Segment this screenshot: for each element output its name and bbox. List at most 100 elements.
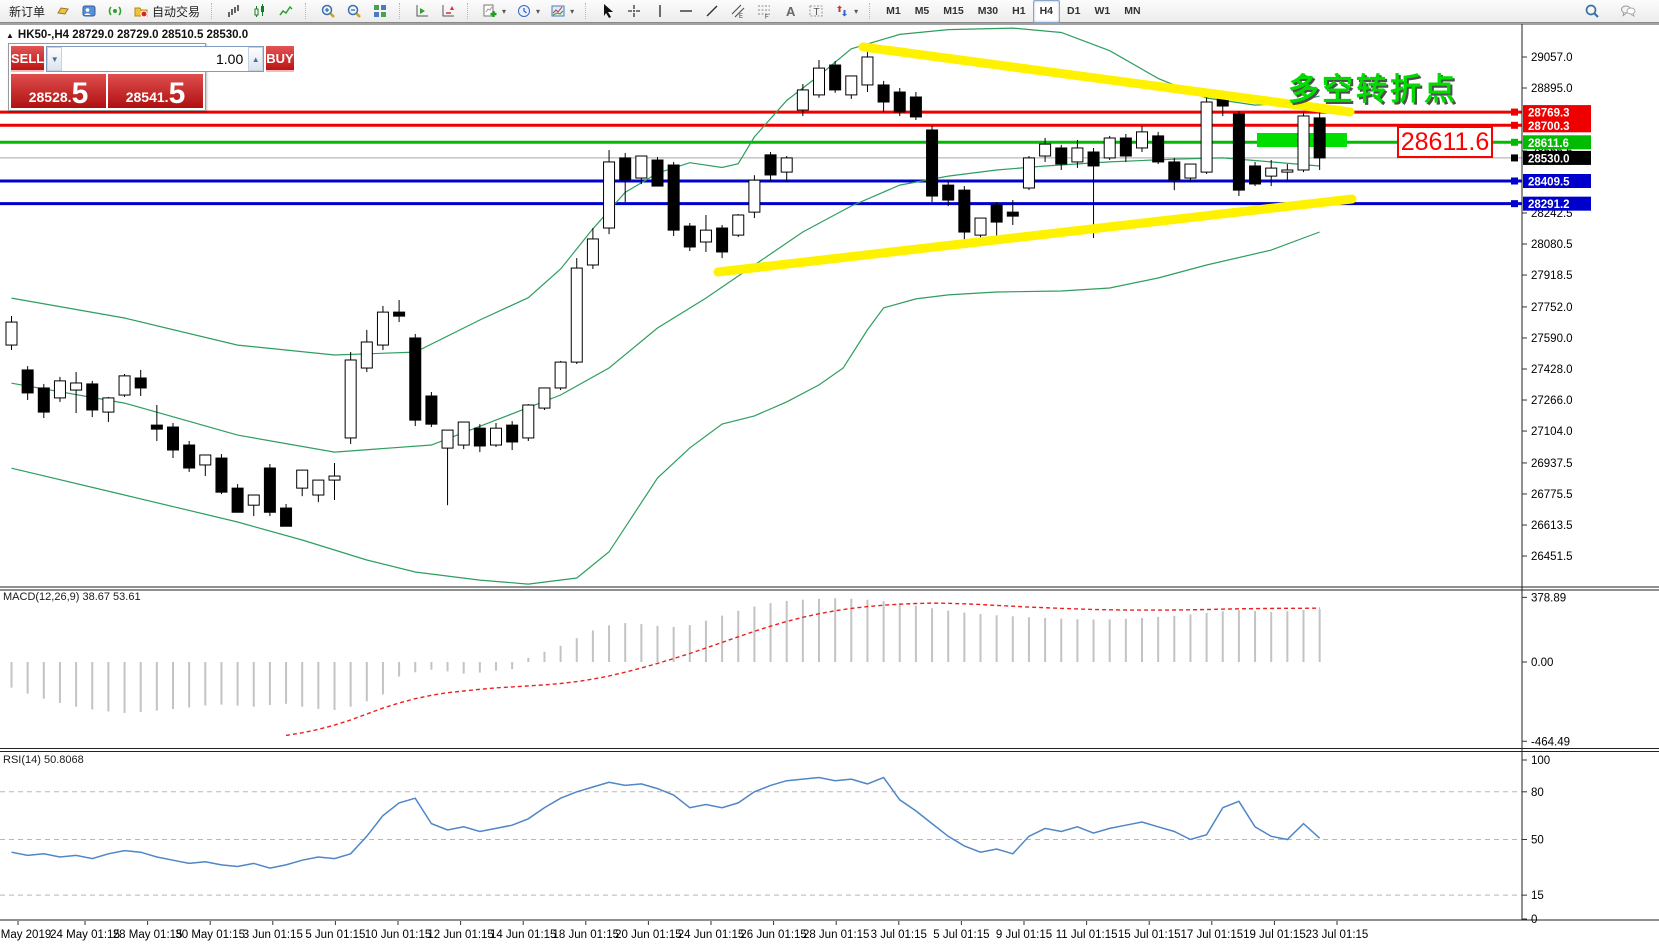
chat-icon: [1620, 3, 1636, 19]
cursor-button[interactable]: [595, 0, 621, 23]
timeframe-m15-button[interactable]: M15: [943, 5, 964, 17]
svg-text:26 Jun 01:15: 26 Jun 01:15: [740, 929, 807, 941]
svg-text:26937.5: 26937.5: [1531, 458, 1573, 470]
svg-text:27752.0: 27752.0: [1531, 302, 1573, 314]
text-button[interactable]: A: [777, 0, 803, 23]
gold-badge-button[interactable]: [50, 0, 76, 23]
timeframe-m1-button[interactable]: M1: [886, 5, 901, 17]
trendline-button[interactable]: [699, 0, 725, 23]
candle: [538, 387, 551, 409]
candle: [716, 227, 729, 253]
timeframe-m5-button[interactable]: M5: [914, 5, 930, 17]
vline-icon: [652, 3, 668, 19]
timeframe-w1-button[interactable]: W1: [1094, 5, 1111, 17]
dropdown-caret-icon[interactable]: ▾: [854, 6, 859, 16]
volume-increase-button[interactable]: ▲: [248, 47, 264, 71]
candle: [70, 382, 83, 391]
svg-text:9 Jul 01:15: 9 Jul 01:15: [996, 929, 1052, 941]
key-level-price-box[interactable]: 28611.6: [1397, 126, 1493, 158]
bar-chart-button[interactable]: [221, 0, 247, 23]
candle: [1200, 101, 1213, 173]
zoom-in-button[interactable]: [315, 0, 341, 23]
buy-price[interactable]: 28541. 5: [108, 74, 203, 109]
candle: [1087, 151, 1100, 167]
auto-scroll-button[interactable]: [435, 0, 461, 23]
timeframe-mn-button[interactable]: MN: [1124, 5, 1141, 17]
trend-lines[interactable]: [713, 42, 1357, 277]
candle: [845, 75, 858, 96]
toolbar-separator: [585, 3, 591, 19]
svg-text:3 Jul 01:15: 3 Jul 01:15: [871, 929, 927, 941]
svg-text:5 Jul 01:15: 5 Jul 01:15: [933, 929, 989, 941]
fibonacci-button[interactable]: F: [751, 0, 777, 23]
sell-price[interactable]: 28528. 5: [11, 74, 106, 109]
template-button[interactable]: ▾: [545, 0, 579, 23]
candle: [376, 311, 389, 346]
svg-text:27918.5: 27918.5: [1531, 270, 1573, 282]
svg-text:19 Jul 01:15: 19 Jul 01:15: [1243, 929, 1306, 941]
dropdown-caret-icon[interactable]: ▾: [536, 6, 541, 16]
tile-windows-button[interactable]: [367, 0, 393, 23]
tile-icon: [372, 3, 388, 19]
panel-collapse-icon[interactable]: ▲: [6, 30, 14, 40]
timeframe-h4-button[interactable]: H4: [1032, 0, 1061, 23]
new-chart-button[interactable]: ▾: [477, 0, 511, 23]
chat-button[interactable]: [1615, 0, 1641, 23]
candle: [522, 404, 535, 439]
candle: [37, 387, 50, 413]
svg-text:0.00: 0.00: [1531, 657, 1553, 669]
macd-axis[interactable]: 378.89 0.00 -464.49: [1522, 592, 1570, 748]
autotrade-button[interactable]: 自动交易: [128, 0, 205, 23]
vline-button[interactable]: [647, 0, 673, 23]
channel-button[interactable]: E: [725, 0, 751, 23]
svg-text:24 May 01:15: 24 May 01:15: [50, 929, 120, 941]
hline-icon: [678, 3, 694, 19]
periods-button[interactable]: ▾: [511, 0, 545, 23]
hline-button[interactable]: [673, 0, 699, 23]
volume-decrease-button[interactable]: ▼: [47, 47, 63, 71]
shapes-button[interactable]: ▾: [829, 0, 863, 23]
svg-text:12 Jun 01:15: 12 Jun 01:15: [427, 929, 494, 941]
svg-text:28 May 01:15: 28 May 01:15: [113, 929, 183, 941]
svg-text:24 Jun 01:15: 24 Jun 01:15: [678, 929, 745, 941]
rsi-axis[interactable]: 100 80 50 15 0: [1522, 755, 1550, 926]
dropdown-caret-icon[interactable]: ▾: [502, 6, 507, 16]
new-order-button[interactable]: 新订单: [4, 0, 50, 23]
sell-button[interactable]: SELL: [11, 46, 45, 72]
textA-icon: A: [782, 3, 798, 19]
chart-profile-button[interactable]: [76, 0, 102, 23]
timeframe-d1-button[interactable]: D1: [1067, 5, 1081, 17]
price-axis[interactable]: 29057.028895.028566.528242.528080.527918…: [1522, 52, 1573, 563]
label-button[interactable]: T: [803, 0, 829, 23]
svg-text:30 May 01:15: 30 May 01:15: [175, 929, 245, 941]
timeframe-h1-button[interactable]: H1: [1012, 5, 1026, 17]
search-button[interactable]: [1579, 0, 1605, 23]
chart-shift-button[interactable]: [409, 0, 435, 23]
toolbar-separator: [399, 3, 405, 19]
svg-text:15: 15: [1531, 890, 1544, 902]
zoom-out-button[interactable]: [341, 0, 367, 23]
volume-input[interactable]: [62, 47, 249, 71]
trend-reversal-annotation[interactable]: 多空转折点: [1288, 72, 1458, 107]
autoscroll-icon: [440, 3, 456, 19]
svg-text:14 Jun 01:15: 14 Jun 01:15: [490, 929, 557, 941]
new-order-button-label: 新订单: [9, 4, 46, 19]
candle: [619, 157, 632, 181]
candlestick-button[interactable]: [247, 0, 273, 23]
dropdown-caret-icon[interactable]: ▾: [570, 6, 575, 16]
buy-price-dot: .: [164, 89, 169, 105]
svg-text:50: 50: [1531, 835, 1544, 847]
bollinger-lower-line: [11, 231, 1320, 585]
candle: [813, 67, 825, 96]
signal-button[interactable]: [102, 0, 128, 23]
toolbar-separator: [869, 3, 875, 19]
timeframe-m30-button[interactable]: M30: [977, 5, 999, 17]
line-chart-button[interactable]: [273, 0, 299, 23]
candle: [926, 129, 939, 197]
buy-button[interactable]: BUY: [266, 46, 294, 72]
buy-price-main: 28541: [125, 89, 165, 105]
crosshair-button[interactable]: [621, 0, 647, 23]
